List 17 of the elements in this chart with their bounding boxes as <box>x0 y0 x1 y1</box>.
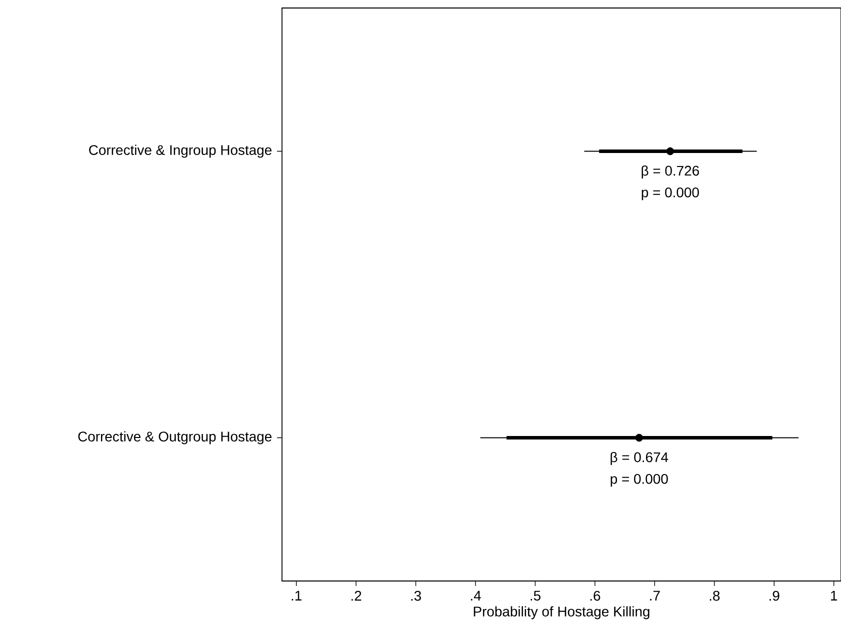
x-tick-label: .1 <box>292 590 302 600</box>
x-tick-label: 1 <box>831 590 838 600</box>
annotation: β = 0.674 <box>610 452 668 465</box>
x-tick-label: .7 <box>650 590 660 600</box>
y-tick-label: Corrective & Outgroup Hostage <box>78 431 272 444</box>
annotation: p = 0.000 <box>610 474 668 487</box>
annotation: p = 0.000 <box>642 187 699 200</box>
x-tick-label: .4 <box>470 590 481 600</box>
x-tick-label: .3 <box>411 590 421 601</box>
x-tick-label: .2 <box>352 590 362 601</box>
x-tick-label: .8 <box>710 590 720 601</box>
x-tick-label: .6 <box>590 590 600 601</box>
x-tick-label: .9 <box>770 590 780 601</box>
y-tick-label: Corrective & Ingroup Hostage <box>89 144 272 158</box>
x-tick-label: .5 <box>530 590 540 601</box>
x-axis-title: Probability of Hostage Killing <box>474 606 650 620</box>
annotation: β = 0.726 <box>642 165 699 178</box>
